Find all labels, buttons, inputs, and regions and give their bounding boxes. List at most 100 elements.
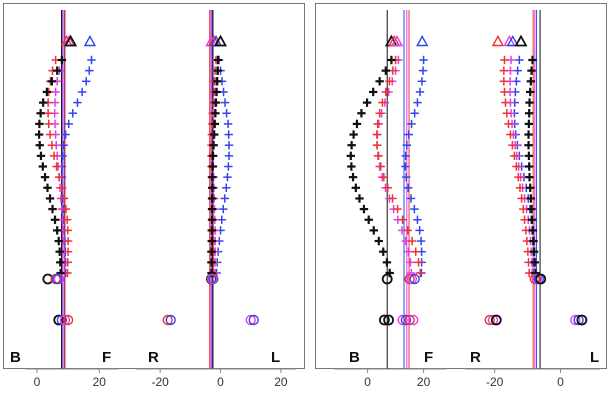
plus-marker-red xyxy=(519,204,528,214)
plus-marker-blue xyxy=(224,162,233,171)
plus-marker-red xyxy=(506,130,515,139)
plus-marker-red xyxy=(378,98,387,107)
plus-marker-blue xyxy=(404,130,413,139)
x-tick-label: 0 xyxy=(217,375,224,389)
plus-marker-red xyxy=(49,151,59,161)
circle-marker-magenta xyxy=(245,314,256,326)
plus-marker-black xyxy=(524,141,533,150)
plus-marker-red xyxy=(379,172,389,182)
panel-1-corner-right-label: F xyxy=(102,349,111,366)
plus-marker-black xyxy=(36,151,46,161)
plus-marker-red xyxy=(376,162,385,171)
plus-marker-black xyxy=(526,194,536,203)
panel-3-corner-left-label: B xyxy=(349,349,360,366)
plus-marker-black xyxy=(56,258,65,267)
plus-marker-red xyxy=(520,215,529,224)
plus-marker-blue xyxy=(416,236,426,246)
plus-marker-black xyxy=(351,183,361,192)
plus-marker-black xyxy=(527,215,537,224)
plus-marker-red xyxy=(45,130,55,139)
circle-marker-black xyxy=(535,273,547,285)
panel-1-back-front: 0 20 xyxy=(26,10,118,389)
plus-marker-black xyxy=(208,172,217,182)
triangle-marker-blue xyxy=(506,35,519,47)
plus-marker-blue xyxy=(61,130,70,139)
plus-marker-red xyxy=(63,247,73,256)
plus-marker-red xyxy=(385,77,394,86)
plus-marker-black xyxy=(43,183,52,192)
plus-marker-blue xyxy=(224,130,233,139)
plus-marker-black xyxy=(57,55,67,65)
plus-marker-red xyxy=(372,130,382,139)
plus-marker-black xyxy=(525,162,534,171)
plus-marker-magenta xyxy=(406,258,415,267)
plus-marker-red xyxy=(388,194,397,203)
plus-marker-black xyxy=(348,172,358,182)
plus-marker-black xyxy=(527,66,536,75)
plus-marker-black xyxy=(530,258,540,267)
plus-marker-blue xyxy=(418,66,428,75)
plus-marker-blue xyxy=(402,141,411,150)
plus-marker-red xyxy=(374,151,383,161)
plus-marker-blue xyxy=(513,66,522,75)
panel-2-back-front: 0 20 xyxy=(334,10,446,389)
plus-marker-blue xyxy=(402,172,411,182)
plus-marker-blue xyxy=(73,98,82,107)
circle-marker-blue xyxy=(248,314,259,326)
group-1-frame xyxy=(3,3,305,369)
plus-marker-black xyxy=(36,109,45,118)
plus-marker-blue xyxy=(410,109,419,118)
plus-marker-black xyxy=(207,194,217,203)
plus-marker-black xyxy=(55,247,64,256)
plus-marker-black xyxy=(210,119,219,129)
panel-1-corner-left-label: B xyxy=(10,349,21,366)
plus-marker-red xyxy=(499,66,509,75)
circle-marker-black xyxy=(576,314,588,326)
plus-marker-black xyxy=(42,87,52,97)
plus-marker-black xyxy=(208,151,218,161)
circle-marker-magenta xyxy=(570,314,581,326)
plus-marker-black xyxy=(207,268,216,278)
circle-marker-magenta xyxy=(408,314,419,326)
plus-marker-black xyxy=(369,226,378,235)
plus-marker-black xyxy=(207,236,216,246)
circle-marker-blue xyxy=(165,314,176,326)
plus-marker-black xyxy=(52,66,62,75)
plus-marker-red xyxy=(55,172,64,182)
plus-marker-red xyxy=(381,87,390,97)
plus-marker-black xyxy=(524,151,534,161)
plus-marker-black xyxy=(45,194,55,203)
plus-marker-black xyxy=(35,119,44,129)
circle-marker-black xyxy=(490,314,502,326)
plus-marker-blue xyxy=(401,151,410,161)
plus-marker-red xyxy=(499,77,509,86)
plus-marker-black xyxy=(209,130,219,139)
plus-marker-black xyxy=(364,215,373,224)
plus-marker-blue xyxy=(401,162,410,171)
plus-marker-black xyxy=(47,77,57,86)
plus-marker-black xyxy=(524,119,534,129)
plus-marker-blue xyxy=(64,119,73,129)
plus-marker-black xyxy=(208,183,217,192)
x-tick-label: -20 xyxy=(486,375,504,389)
plus-marker-black xyxy=(528,55,537,65)
plus-marker-black xyxy=(347,141,356,150)
plus-marker-red xyxy=(512,162,521,171)
plus-marker-red xyxy=(57,183,67,192)
plus-marker-red xyxy=(373,119,382,129)
plus-marker-black xyxy=(525,109,534,118)
plus-marker-black xyxy=(349,130,358,139)
circle-marker-black xyxy=(383,314,395,326)
plus-marker-blue xyxy=(220,194,229,203)
plus-marker-blue xyxy=(77,87,87,97)
plus-marker-black xyxy=(207,247,216,256)
plus-marker-red xyxy=(508,141,517,150)
circle-marker-red xyxy=(404,314,415,326)
plus-marker-black xyxy=(38,98,48,107)
plus-marker-red xyxy=(504,119,513,129)
plus-marker-black xyxy=(529,247,539,256)
panel-2-corner-right-label: L xyxy=(271,349,280,366)
plus-marker-red xyxy=(500,55,509,65)
plus-marker-red xyxy=(500,87,509,97)
circle-marker-blue xyxy=(56,314,68,326)
